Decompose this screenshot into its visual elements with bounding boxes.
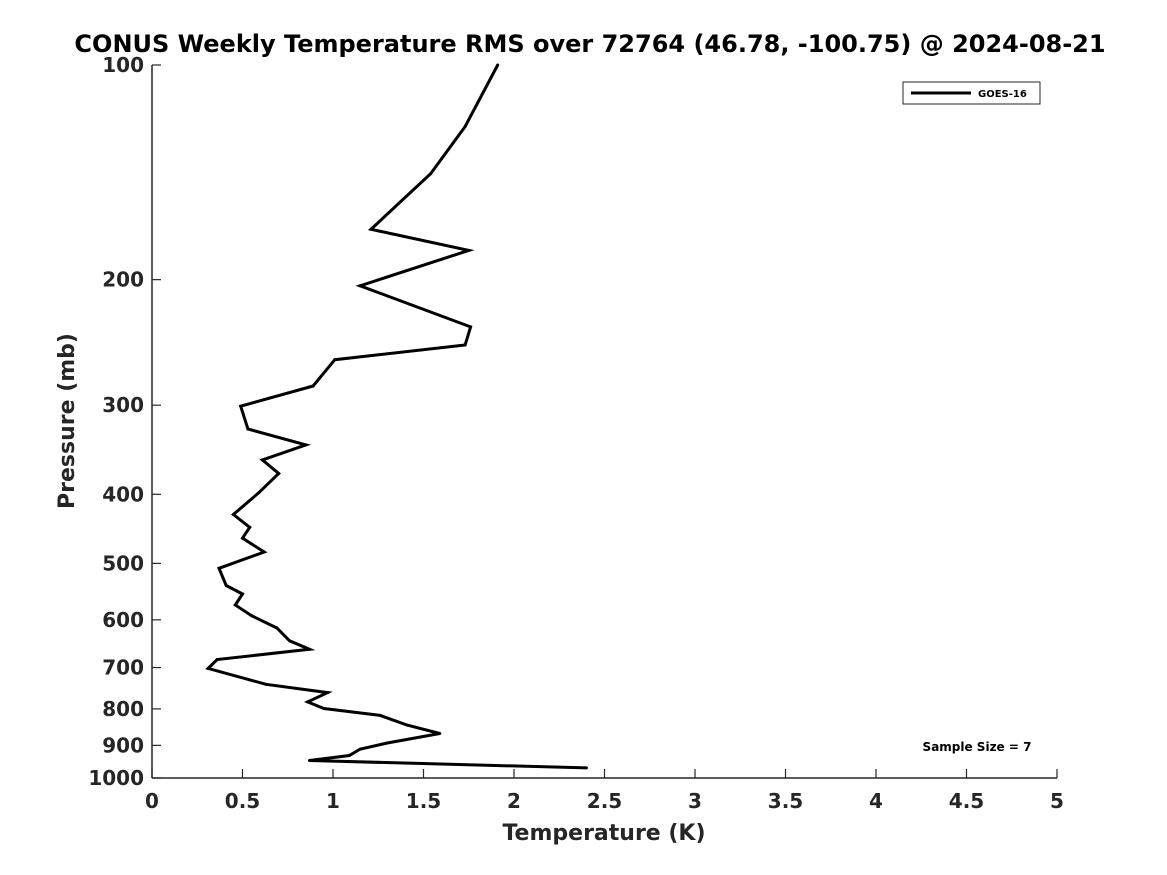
- data-point: [358, 747, 362, 751]
- x-tick-label: 3.5: [768, 789, 803, 813]
- data-point: [215, 657, 219, 661]
- data-point: [496, 63, 500, 67]
- x-tick-label: 3: [688, 789, 702, 813]
- data-point: [224, 583, 228, 587]
- x-tick-label: 2.5: [587, 789, 622, 813]
- axes: [151, 65, 1057, 779]
- data-point: [288, 639, 292, 643]
- sample-size-annotation: Sample Size = 7: [923, 740, 1032, 754]
- chart-title: CONUS Weekly Temperature RMS over 72764 …: [74, 30, 1105, 58]
- data-point: [246, 427, 250, 431]
- y-tick-label: 1000: [88, 766, 144, 790]
- y-tick-label: 800: [102, 697, 144, 721]
- y-tick-label: 900: [102, 733, 144, 757]
- legend-box: [902, 81, 1041, 105]
- data-point: [469, 325, 473, 329]
- data-point: [385, 741, 389, 745]
- y-tick-label: 400: [102, 482, 144, 506]
- data-point: [322, 707, 326, 711]
- data-point: [429, 172, 433, 176]
- data-point: [378, 713, 382, 717]
- data-point: [333, 358, 337, 362]
- y-tick-label: 700: [102, 656, 144, 680]
- data-point: [275, 626, 279, 630]
- y-tick-label: 300: [102, 393, 144, 417]
- data-point: [262, 550, 266, 554]
- data-point: [358, 284, 362, 288]
- data-point: [233, 603, 237, 607]
- data-point: [217, 566, 221, 570]
- data-point: [463, 343, 467, 347]
- x-tick-label: 1.5: [406, 789, 441, 813]
- y-axis-label: Pressure (mb): [55, 333, 80, 509]
- y-tick-label: 600: [102, 608, 144, 632]
- data-point: [250, 614, 254, 618]
- data-point: [307, 758, 311, 762]
- data-point: [467, 248, 471, 252]
- data-point: [241, 536, 244, 540]
- legend: GOES-16: [902, 81, 1041, 105]
- x-tick-label: 0.5: [225, 789, 260, 813]
- x-ticks: 0 0.5 1 1.5 2 2.5 3 3.5 4 4.5 5: [145, 769, 1064, 813]
- data-point: [304, 443, 308, 447]
- x-tick-label: 0: [145, 789, 159, 813]
- data-point: [584, 766, 588, 770]
- x-tick-label: 5: [1050, 789, 1064, 813]
- data-point: [206, 666, 210, 670]
- data-point: [438, 731, 442, 735]
- data-point: [405, 723, 409, 727]
- y-tick-label: 500: [102, 551, 144, 575]
- legend-label-goes-16: GOES-16: [978, 89, 1027, 100]
- x-axis-label: Temperature (K): [502, 821, 705, 846]
- data-point: [231, 512, 235, 516]
- data-point: [311, 384, 315, 388]
- x-tick-label: 2: [507, 789, 521, 813]
- x-tick-label: 4: [869, 789, 883, 813]
- data-point: [347, 754, 351, 758]
- data-point: [257, 491, 261, 495]
- data-point: [239, 404, 243, 408]
- data-point: [260, 458, 264, 462]
- data-point: [277, 471, 281, 475]
- data-point: [463, 125, 467, 129]
- series-layer: [205, 63, 588, 770]
- data-point: [306, 700, 310, 704]
- data-point: [369, 227, 373, 231]
- data-point: [241, 592, 244, 596]
- series-line-goes-16: [205, 64, 587, 770]
- x-tick-label: 4.5: [949, 789, 984, 813]
- data-point: [307, 647, 311, 651]
- y-ticks: 100 200 300 400 500 600 700 800 900 1000: [88, 53, 161, 790]
- y-tick-label: 100: [102, 53, 144, 77]
- x-tick-label: 1: [326, 789, 340, 813]
- data-point: [264, 682, 268, 686]
- data-point: [248, 525, 252, 529]
- y-tick-label: 200: [102, 268, 144, 292]
- data-point: [326, 691, 330, 695]
